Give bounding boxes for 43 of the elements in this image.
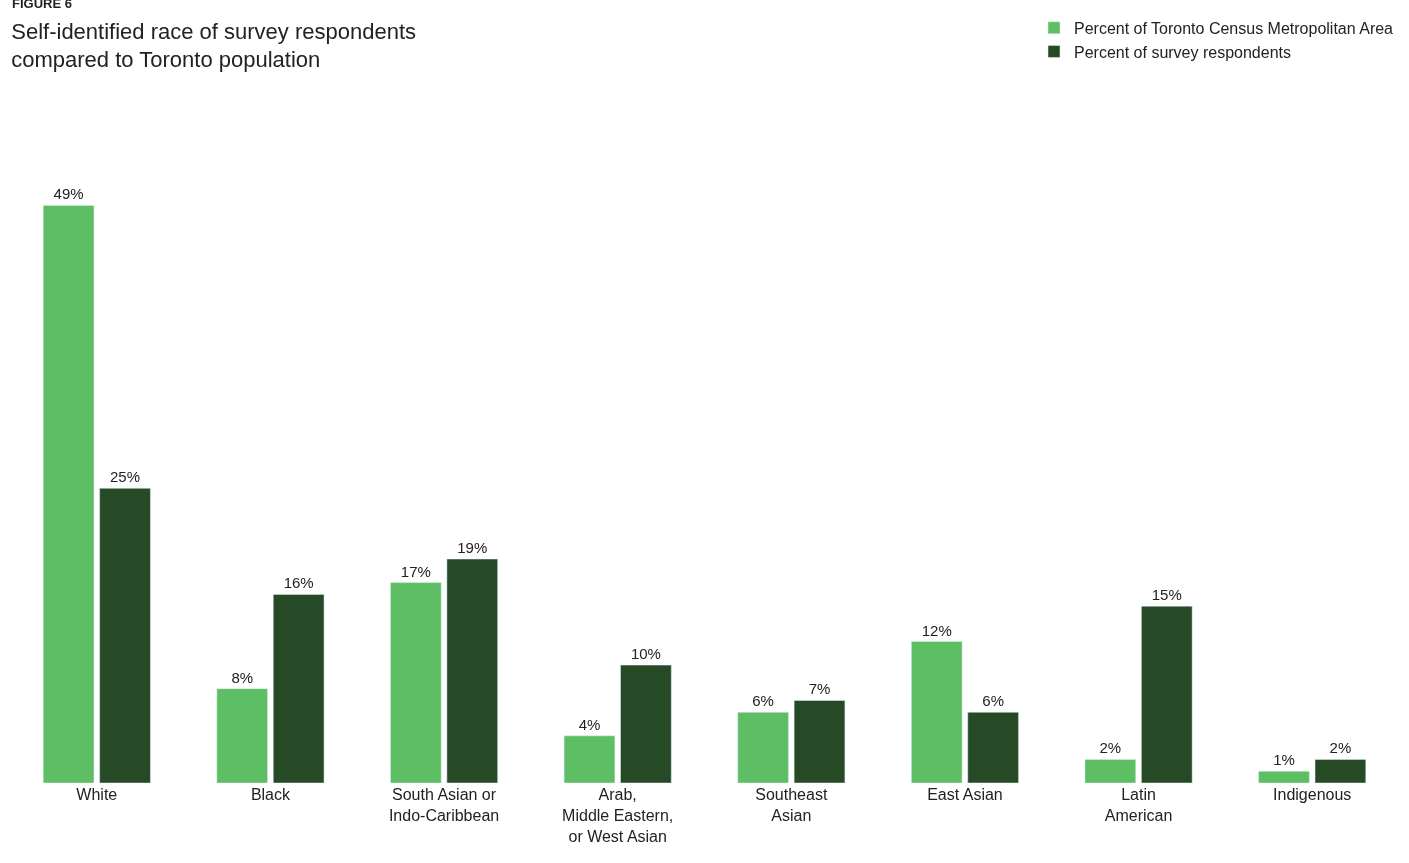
bar <box>42 205 95 783</box>
data-label: 17% <box>400 562 431 580</box>
data-label: 16% <box>283 574 314 592</box>
legend-label: Percent of Toronto Census Metropolitan Area <box>1074 19 1394 37</box>
bar <box>216 688 268 783</box>
bar <box>967 712 1019 783</box>
data-label: 19% <box>457 539 488 557</box>
x-tick-label: South Asian or Indo-Caribbean <box>388 786 500 824</box>
bar <box>793 700 846 783</box>
data-label: 25% <box>110 468 141 486</box>
bar <box>390 582 442 783</box>
data-label: 7% <box>808 680 831 698</box>
data-label: 8% <box>231 668 254 686</box>
bar <box>620 664 672 783</box>
bar <box>911 641 963 783</box>
data-label: 4% <box>578 715 601 733</box>
bar <box>563 735 616 783</box>
x-tick-label: East Asian <box>927 786 1003 803</box>
chart-title: Self-identified race of survey respondents compared to Toronto population <box>11 18 417 73</box>
data-label: 6% <box>752 692 774 710</box>
x-tick-label: Black <box>250 786 291 803</box>
bar <box>446 558 498 783</box>
data-label: 12% <box>921 621 952 639</box>
data-label: 15% <box>1151 586 1182 604</box>
data-label: 10% <box>630 645 661 663</box>
x-tick-label: Southeast Asian <box>755 786 828 824</box>
data-label: 1% <box>1273 751 1295 769</box>
legend-label: Percent of survey respondents <box>1074 43 1292 61</box>
bar <box>273 594 325 783</box>
bar <box>1084 759 1136 783</box>
bar <box>1258 770 1310 783</box>
data-label: 2% <box>1099 739 1122 757</box>
x-tick-label: Arab, Middle Eastern, or West Asian <box>562 786 674 845</box>
data-label: 6% <box>982 692 1004 710</box>
data-label: 2% <box>1329 739 1352 757</box>
bar <box>737 712 789 783</box>
x-tick-label: Latin American <box>1104 786 1173 824</box>
x-tick-label: White <box>76 786 118 803</box>
data-label: 49% <box>53 185 84 203</box>
bar <box>99 488 151 783</box>
bar <box>1141 605 1193 783</box>
x-tick-label: Indigenous <box>1273 786 1352 803</box>
bar <box>1314 759 1367 783</box>
